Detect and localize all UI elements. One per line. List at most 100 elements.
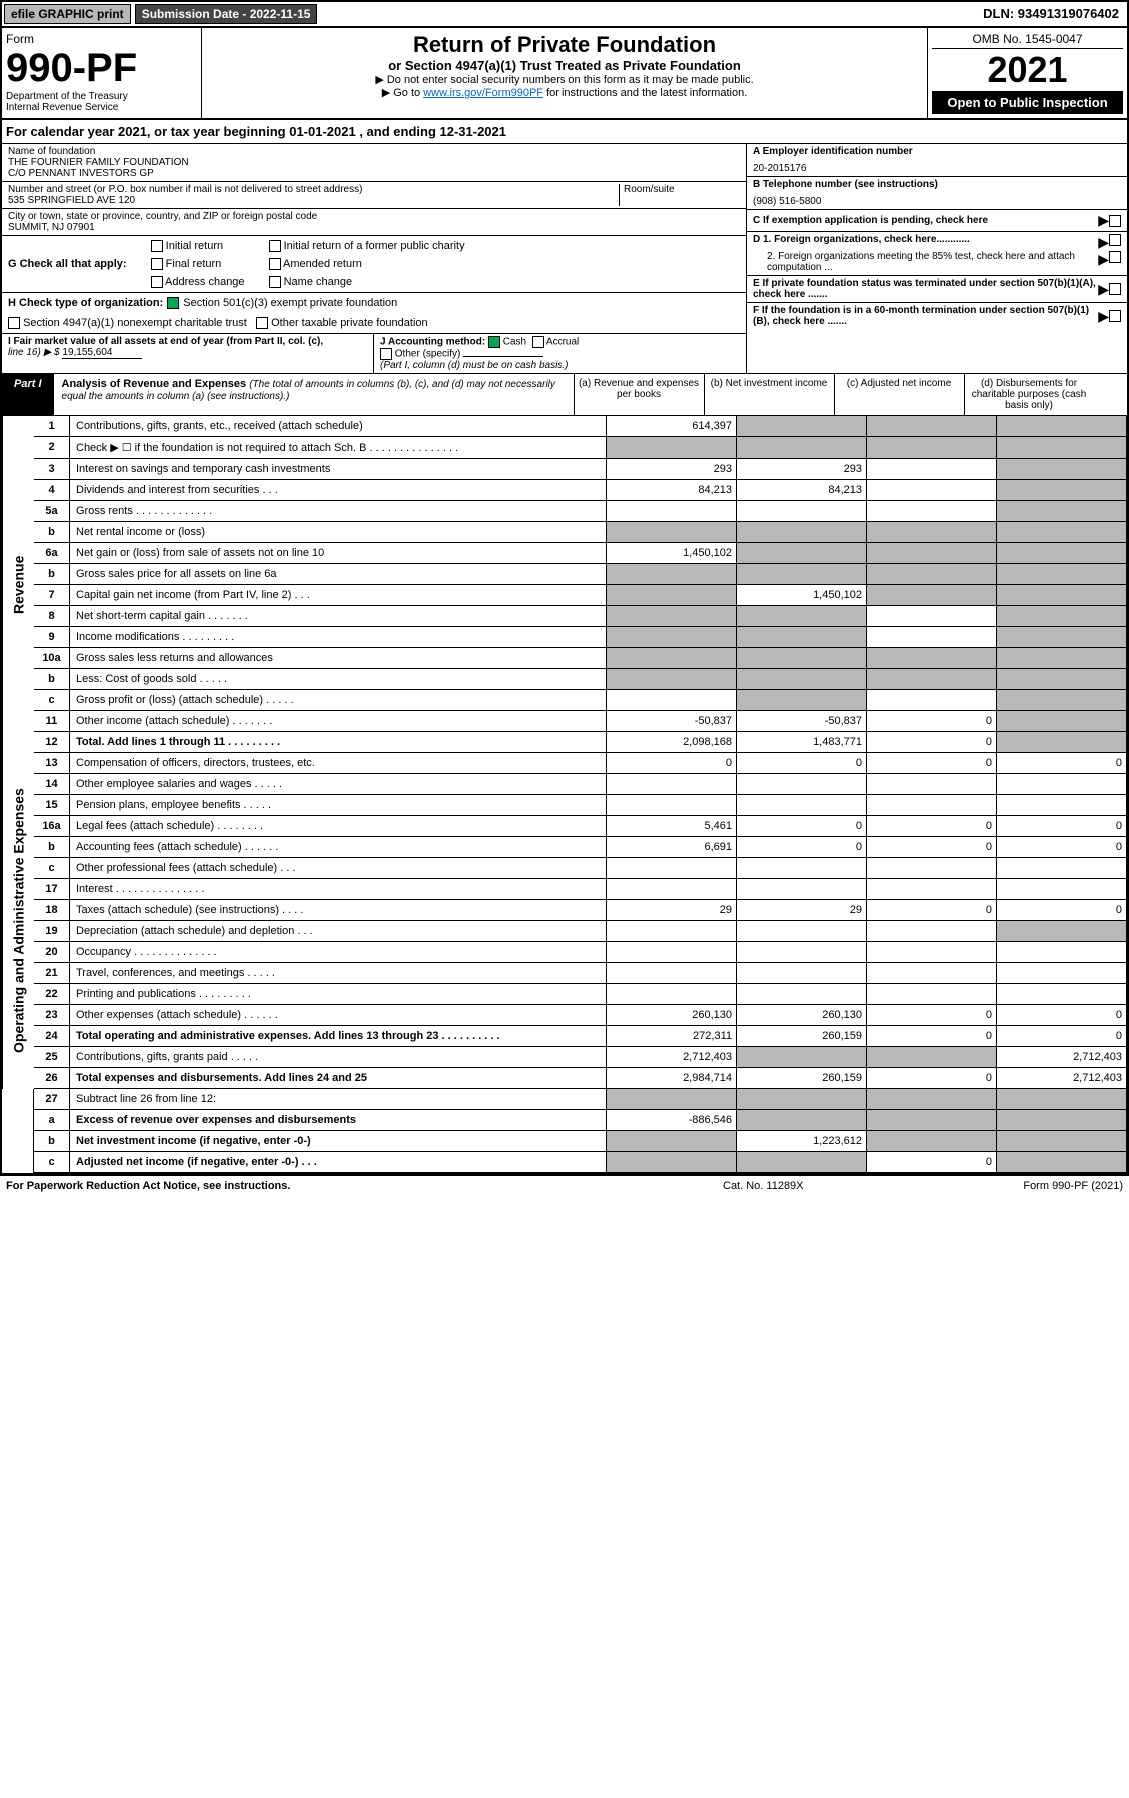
line-desc: Other employee salaries and wages . . . … xyxy=(70,774,607,795)
cell-d xyxy=(997,522,1127,543)
line-num: 16a xyxy=(34,816,70,837)
501c3-checkbox[interactable] xyxy=(167,297,179,309)
cell-a: 293 xyxy=(607,459,737,480)
accrual-checkbox[interactable] xyxy=(532,336,544,348)
line-desc: Less: Cost of goods sold . . . . . xyxy=(70,669,607,690)
cell-c xyxy=(867,1110,997,1131)
cell-a xyxy=(607,585,737,606)
cash-checkbox[interactable] xyxy=(488,336,500,348)
cell-a: 272,311 xyxy=(607,1026,737,1047)
line-num: 22 xyxy=(34,984,70,1005)
cell-b xyxy=(737,501,867,522)
cell-c xyxy=(867,564,997,585)
cell-b: 0 xyxy=(737,837,867,858)
arrow-icon: ▶ xyxy=(1098,234,1109,251)
e-checkbox[interactable] xyxy=(1109,283,1121,295)
cell-c: 0 xyxy=(867,1005,997,1026)
cell-a xyxy=(607,1131,737,1152)
cell-d xyxy=(997,711,1127,732)
line-num: 8 xyxy=(34,606,70,627)
other-method-checkbox[interactable] xyxy=(380,348,392,360)
line-desc: Gross profit or (loss) (attach schedule)… xyxy=(70,690,607,711)
cell-d xyxy=(997,606,1127,627)
d1-checkbox[interactable] xyxy=(1109,234,1121,246)
ein-value: 20-2015176 xyxy=(753,157,1121,174)
line-desc: Other expenses (attach schedule) . . . .… xyxy=(70,1005,607,1026)
address-change-checkbox[interactable] xyxy=(151,276,163,288)
name-change-checkbox[interactable] xyxy=(269,276,281,288)
final-return-checkbox[interactable] xyxy=(151,258,163,270)
line-num: 20 xyxy=(34,942,70,963)
foundation-info-right: A Employer identification number 20-2015… xyxy=(747,144,1127,373)
cell-b xyxy=(737,627,867,648)
cell-b xyxy=(737,858,867,879)
line-num: 2 xyxy=(34,437,70,459)
cell-a xyxy=(607,795,737,816)
cell-c: 0 xyxy=(867,1152,997,1173)
i-label: I Fair market value of all assets at end… xyxy=(8,336,323,347)
line-num: 17 xyxy=(34,879,70,900)
phone-value: (908) 516-5800 xyxy=(753,190,1121,207)
other-taxable-checkbox[interactable] xyxy=(256,317,268,329)
cell-d xyxy=(997,416,1127,437)
cell-a xyxy=(607,564,737,585)
arrow-icon: ▶ xyxy=(1098,251,1109,273)
f-cell: F If the foundation is in a 60-month ter… xyxy=(747,303,1127,329)
cell-c xyxy=(867,942,997,963)
j-cell: J Accounting method: Cash Accrual Other … xyxy=(374,334,746,373)
part1-title-cell: Analysis of Revenue and Expenses (The to… xyxy=(54,374,574,415)
cell-b: 29 xyxy=(737,900,867,921)
cell-d xyxy=(997,1089,1127,1110)
cell-b xyxy=(737,921,867,942)
cell-b: 1,483,771 xyxy=(737,732,867,753)
d1-label: D 1. Foreign organizations, check here..… xyxy=(753,234,1098,251)
expenses-vertical-label: Operating and Administrative Expenses xyxy=(2,753,34,1089)
line-desc: Check ▶ ☐ if the foundation is not requi… xyxy=(70,437,607,459)
cell-d xyxy=(997,648,1127,669)
initial-return-checkbox[interactable] xyxy=(151,240,163,252)
line-desc: Interest . . . . . . . . . . . . . . . xyxy=(70,879,607,900)
name-label: Name of foundation xyxy=(8,146,740,157)
f-checkbox[interactable] xyxy=(1109,310,1121,322)
c-label: C If exemption application is pending, c… xyxy=(753,215,1098,226)
initial-former-checkbox[interactable] xyxy=(269,240,281,252)
cell-b xyxy=(737,1047,867,1068)
submission-date-button[interactable]: Submission Date - 2022-11-15 xyxy=(135,4,318,24)
cell-a: 29 xyxy=(607,900,737,921)
footer-row: For Paperwork Reduction Act Notice, see … xyxy=(0,1175,1129,1196)
cell-b xyxy=(737,648,867,669)
cell-c xyxy=(867,879,997,900)
cell-a: 5,461 xyxy=(607,816,737,837)
cell-a xyxy=(607,858,737,879)
efile-print-button[interactable]: efile GRAPHIC print xyxy=(4,4,131,24)
cell-c xyxy=(867,795,997,816)
header-right: OMB No. 1545-0047 2021 Open to Public In… xyxy=(927,28,1127,118)
cell-d xyxy=(997,774,1127,795)
line-desc: Income modifications . . . . . . . . . xyxy=(70,627,607,648)
cell-c xyxy=(867,648,997,669)
cell-a xyxy=(607,1089,737,1110)
line-num: 10a xyxy=(34,648,70,669)
line-desc: Dividends and interest from securities .… xyxy=(70,480,607,501)
line-num: b xyxy=(34,522,70,543)
line-num: 5a xyxy=(34,501,70,522)
arrow-icon: ▶ xyxy=(1098,212,1109,229)
c-checkbox[interactable] xyxy=(1109,215,1121,227)
e-cell: E If private foundation status was termi… xyxy=(747,276,1127,303)
d2-checkbox[interactable] xyxy=(1109,251,1121,263)
cell-a xyxy=(607,879,737,900)
arrow-icon: ▶ xyxy=(1098,308,1109,325)
cell-d: 0 xyxy=(997,1026,1127,1047)
cell-d xyxy=(997,564,1127,585)
form-title: Return of Private Foundation xyxy=(206,32,923,58)
cell-c xyxy=(867,1131,997,1152)
g-label: G Check all that apply: xyxy=(8,258,127,270)
line-num: 13 xyxy=(34,753,70,774)
cell-b xyxy=(737,942,867,963)
4947-checkbox[interactable] xyxy=(8,317,20,329)
form990pf-link[interactable]: www.irs.gov/Form990PF xyxy=(423,87,543,99)
street-label: Number and street (or P.O. box number if… xyxy=(8,184,619,195)
line-num: a xyxy=(34,1110,70,1131)
amended-return-checkbox[interactable] xyxy=(269,258,281,270)
line-desc: Total operating and administrative expen… xyxy=(70,1026,607,1047)
